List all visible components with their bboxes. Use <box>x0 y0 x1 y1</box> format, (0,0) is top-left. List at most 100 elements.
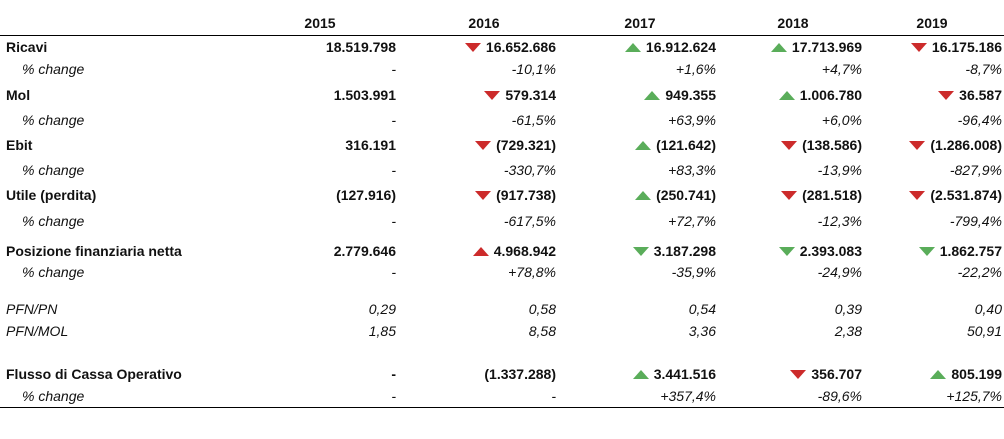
triangle-down-red-icon <box>475 140 492 150</box>
value-text: 0,40 <box>974 301 1002 317</box>
year-header: 2019 <box>916 15 948 31</box>
year-header: 2017 <box>624 15 656 31</box>
value-cell: (917.738) <box>396 184 556 206</box>
value-text: 356.707 <box>811 366 862 382</box>
value-cell: -96,4% <box>842 109 1002 131</box>
value-text: - <box>391 264 396 280</box>
value-cell: - <box>236 109 396 131</box>
value-text: 2,38 <box>834 323 862 339</box>
table-row: Ebit 316.191 (729.321) (121.642) (138.586) (1… <box>0 134 1004 156</box>
value-cell: 2.393.083 <box>702 240 862 262</box>
triangle-up-green-icon <box>778 90 795 100</box>
value-cell: - <box>236 385 396 407</box>
value-text: 50,91 <box>966 323 1002 339</box>
value-cell: - <box>396 385 556 407</box>
value-text: 2.779.646 <box>333 243 396 259</box>
value-text: -22,2% <box>957 264 1002 280</box>
value-cell: - <box>236 210 396 232</box>
value-cell: -617,5% <box>396 210 556 232</box>
value-cell: 579.314 <box>396 84 556 106</box>
value-cell: +78,8% <box>396 261 556 283</box>
value-text: 16.912.624 <box>645 39 716 55</box>
value-text: 0,39 <box>834 301 862 317</box>
value-cell: 36.587 <box>842 84 1002 106</box>
value-cell: (127.916) <box>236 184 396 206</box>
value-text: 0,54 <box>688 301 716 317</box>
value-text: - <box>391 112 396 128</box>
value-text: (127.916) <box>336 187 396 203</box>
value-text: -8,7% <box>965 61 1002 77</box>
triangle-up-green-icon <box>632 369 649 379</box>
value-text: +72,7% <box>668 213 716 229</box>
table-row: PFN/MOL 1,85 8,58 3,36 2,38 50,91 <box>0 320 1004 342</box>
triangle-down-red-icon <box>781 140 798 150</box>
value-cell: (250.741) <box>556 184 716 206</box>
triangle-down-red-icon <box>484 90 501 100</box>
value-text: 3.441.516 <box>653 366 716 382</box>
value-cell: 1.862.757 <box>842 240 1002 262</box>
row-label: PFN/MOL <box>6 323 69 339</box>
triangle-down-green-icon <box>632 246 649 256</box>
value-cell: 3.441.516 <box>556 363 716 385</box>
value-cell: +63,9% <box>556 109 716 131</box>
value-text: +1,6% <box>675 61 716 77</box>
value-cell: (1.286.008) <box>842 134 1002 156</box>
value-text: 805.199 <box>951 366 1002 382</box>
value-text: 3.187.298 <box>653 243 716 259</box>
value-cell: 16.912.624 <box>556 36 716 58</box>
value-cell: - <box>236 58 396 80</box>
row-label: Utile (perdita) <box>6 187 97 203</box>
value-text: +63,9% <box>668 112 716 128</box>
triangle-down-red-icon <box>464 42 481 52</box>
value-cell: 1.503.991 <box>236 84 396 106</box>
value-text: - <box>391 162 396 178</box>
value-cell: -799,4% <box>842 210 1002 232</box>
value-cell: 16.652.686 <box>396 36 556 58</box>
table-row: % change - -330,7% +83,3% -13,9% -827,9% <box>0 159 1004 181</box>
value-cell: +72,7% <box>556 210 716 232</box>
value-text: 8,58 <box>528 323 556 339</box>
row-label: % change <box>22 264 85 280</box>
value-text: 1,85 <box>368 323 396 339</box>
value-text: +125,7% <box>946 388 1002 404</box>
value-cell: 8,58 <box>396 320 556 342</box>
value-text: -12,3% <box>817 213 862 229</box>
value-text: -89,6% <box>817 388 862 404</box>
value-text: 4.968.942 <box>493 243 556 259</box>
value-text: - <box>391 366 396 382</box>
table-row: Utile (perdita) (127.916) (917.738) (250.74… <box>0 184 1004 206</box>
value-text: 16.652.686 <box>485 39 556 55</box>
value-text: - <box>391 213 396 229</box>
value-text: -13,9% <box>817 162 862 178</box>
table-row: Posizione finanziaria netta 2.779.646 4.96… <box>0 240 1004 262</box>
value-cell: 50,91 <box>842 320 1002 342</box>
value-cell: -827,9% <box>842 159 1002 181</box>
value-cell: 4.968.942 <box>396 240 556 262</box>
value-cell: -61,5% <box>396 109 556 131</box>
row-label: Mol <box>6 87 31 103</box>
value-text: (1.286.008) <box>930 137 1002 153</box>
table-row: % change - -10,1% +1,6% +4,7% -8,7% <box>0 58 1004 80</box>
value-cell: 0,58 <box>396 298 556 320</box>
value-cell: -10,1% <box>396 58 556 80</box>
value-text: +357,4% <box>660 388 716 404</box>
value-cell: 0,40 <box>842 298 1002 320</box>
value-cell: 3.187.298 <box>556 240 716 262</box>
value-cell: (138.586) <box>702 134 862 156</box>
footer-divider <box>0 407 1004 408</box>
triangle-up-green-icon <box>624 42 641 52</box>
year-header: 2015 <box>304 15 336 31</box>
value-cell: 17.713.969 <box>702 36 862 58</box>
value-cell: 1,85 <box>236 320 396 342</box>
value-text: 0,58 <box>528 301 556 317</box>
value-cell: (281.518) <box>702 184 862 206</box>
value-cell: (1.337.288) <box>396 363 556 385</box>
value-text: +4,7% <box>821 61 862 77</box>
row-label: % change <box>22 112 85 128</box>
triangle-down-red-icon <box>781 190 798 200</box>
value-text: -35,9% <box>671 264 716 280</box>
value-text: +83,3% <box>668 162 716 178</box>
value-text: +6,0% <box>821 112 862 128</box>
value-cell: (729.321) <box>396 134 556 156</box>
value-cell: 316.191 <box>236 134 396 156</box>
